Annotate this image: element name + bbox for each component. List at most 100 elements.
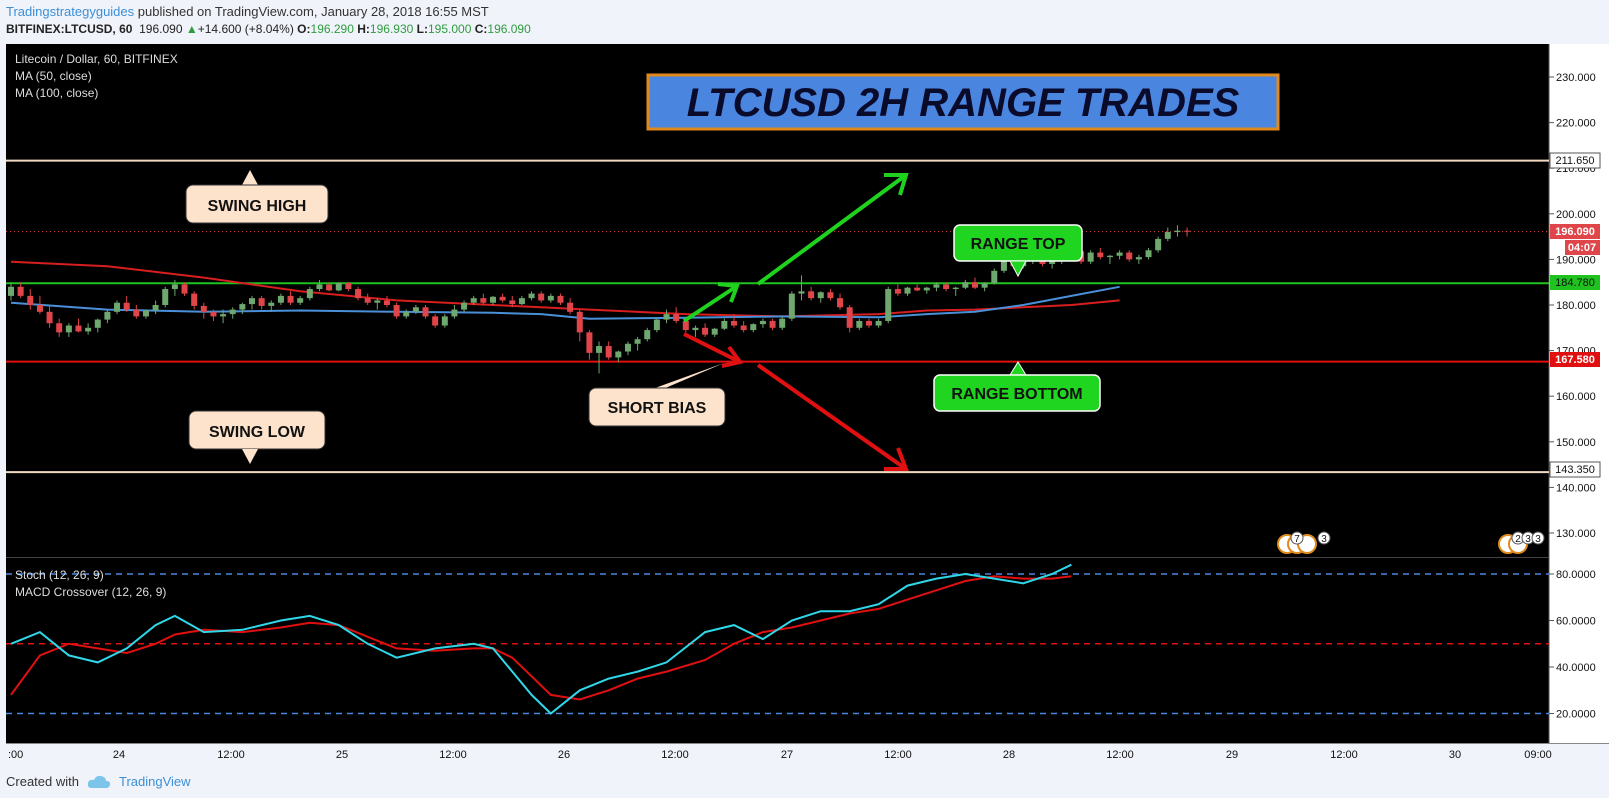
candle[interactable] (692, 325, 699, 337)
candle[interactable] (277, 293, 284, 305)
candle[interactable] (335, 282, 342, 292)
candle[interactable] (210, 309, 217, 321)
candle[interactable] (326, 282, 333, 292)
candle[interactable] (914, 284, 921, 292)
candle[interactable] (943, 282, 950, 292)
footer-tradingview-link[interactable]: TradingView (118, 774, 191, 789)
candle[interactable] (249, 295, 255, 310)
candle[interactable] (1116, 250, 1123, 260)
candle[interactable] (1106, 254, 1113, 264)
candle[interactable] (856, 318, 863, 331)
candle[interactable] (412, 305, 419, 315)
candle[interactable] (220, 309, 227, 324)
candle[interactable] (403, 309, 410, 319)
candle[interactable] (94, 318, 101, 333)
candle[interactable] (528, 291, 535, 301)
candle[interactable] (798, 275, 805, 301)
candle[interactable] (27, 289, 34, 310)
author-link[interactable]: Tradingstrategyguides (6, 4, 135, 19)
candle[interactable] (837, 293, 844, 310)
candle[interactable] (1174, 225, 1181, 237)
candle[interactable] (731, 314, 737, 328)
candle[interactable] (75, 318, 82, 333)
candle[interactable] (557, 293, 564, 305)
candle[interactable] (567, 298, 574, 315)
candle[interactable] (827, 289, 834, 301)
candle[interactable] (56, 318, 63, 337)
candle[interactable] (432, 314, 439, 328)
candle[interactable] (374, 298, 381, 310)
candle[interactable] (788, 291, 795, 321)
candle[interactable] (1155, 236, 1162, 253)
candle[interactable] (499, 293, 506, 303)
candle[interactable] (904, 286, 911, 296)
candle[interactable] (663, 309, 670, 324)
candle[interactable] (933, 282, 940, 292)
candle[interactable] (759, 318, 766, 328)
candle[interactable] (769, 318, 776, 331)
candle[interactable] (547, 293, 554, 303)
stoch-k-line[interactable] (10, 563, 1072, 715)
candle[interactable] (46, 305, 53, 328)
candle[interactable] (152, 300, 159, 315)
candle[interactable] (85, 323, 92, 335)
candle[interactable] (287, 291, 294, 305)
candle[interactable] (17, 282, 24, 299)
candle[interactable] (383, 295, 390, 308)
candle[interactable] (191, 291, 198, 310)
candle[interactable] (65, 323, 72, 337)
candle[interactable] (142, 309, 149, 319)
candle[interactable] (509, 295, 516, 308)
candle[interactable] (808, 286, 815, 301)
candle[interactable] (624, 341, 631, 356)
candle[interactable] (634, 336, 641, 351)
candle[interactable] (586, 330, 593, 360)
candle[interactable] (239, 302, 246, 315)
candle[interactable] (596, 341, 603, 374)
candle[interactable] (393, 302, 400, 319)
candle[interactable] (605, 341, 612, 360)
candle[interactable] (133, 305, 140, 319)
candle[interactable] (750, 323, 757, 333)
candle[interactable] (162, 286, 169, 308)
candle[interactable] (104, 309, 111, 324)
ma50-line[interactable] (10, 285, 1120, 320)
candle[interactable] (817, 291, 824, 303)
candle[interactable] (268, 300, 275, 312)
candle[interactable] (480, 293, 487, 305)
candle[interactable] (1135, 254, 1142, 264)
candle[interactable] (962, 279, 969, 290)
candle[interactable] (894, 284, 901, 296)
candle[interactable] (972, 277, 978, 290)
candle[interactable] (451, 305, 458, 319)
candle[interactable] (952, 286, 959, 296)
candle[interactable] (297, 295, 304, 305)
candle[interactable] (991, 268, 998, 285)
candle[interactable] (702, 323, 709, 337)
stoch-d-line[interactable] (10, 575, 1072, 701)
candle[interactable] (740, 320, 747, 333)
candle[interactable] (181, 282, 188, 296)
candle[interactable] (1126, 250, 1133, 262)
candle[interactable] (865, 318, 872, 328)
candle[interactable] (644, 327, 651, 342)
candle[interactable] (653, 318, 660, 333)
candle[interactable] (490, 295, 496, 305)
candle[interactable] (846, 305, 853, 333)
candle[interactable] (470, 295, 477, 305)
candle[interactable] (36, 295, 43, 315)
candle[interactable] (1145, 248, 1152, 260)
candle[interactable] (711, 327, 718, 337)
candle[interactable] (615, 350, 622, 362)
candle[interactable] (114, 300, 121, 315)
candle[interactable] (1087, 250, 1094, 264)
candle[interactable] (8, 282, 14, 301)
candle[interactable] (441, 314, 448, 328)
candle[interactable] (123, 295, 130, 312)
candle[interactable] (923, 286, 930, 294)
candle[interactable] (1164, 227, 1171, 242)
candle[interactable] (981, 282, 988, 292)
candle[interactable] (538, 291, 545, 303)
candle[interactable] (258, 295, 265, 310)
chart-area[interactable]: 230.000220.000210.000200.000190.000180.0… (0, 44, 1609, 766)
